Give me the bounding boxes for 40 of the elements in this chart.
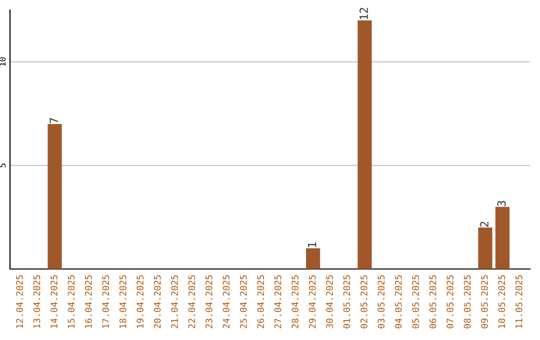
data-label: 1 — [308, 242, 316, 247]
bar — [478, 228, 492, 269]
x-tick-label: 18.04.2025 — [119, 275, 126, 328]
data-label: 3 — [497, 200, 506, 206]
x-tick-label: 01.05.2025 — [343, 275, 350, 328]
x-tick-label: 11.05.2025 — [515, 275, 522, 328]
x-tick-label: 03.05.2025 — [378, 275, 385, 328]
data-label: 7 — [50, 118, 58, 124]
x-tick-label: 09.05.2025 — [481, 275, 488, 328]
bar — [48, 124, 62, 269]
x-tick-label: 30.04.2025 — [326, 275, 333, 328]
x-tick-label: 20.04.2025 — [154, 275, 161, 328]
x-tick-label: 23.04.2025 — [206, 275, 212, 328]
x-tick-label: 12.04.2025 — [16, 275, 23, 328]
data-label: 12 — [360, 8, 368, 20]
x-tick-label: 19.04.2025 — [136, 275, 144, 328]
x-tick-label: 06.05.2025 — [429, 275, 436, 328]
x-tick-label: 21.04.2025 — [171, 275, 178, 328]
bar — [306, 248, 320, 269]
x-tick-label: 10.05.2025 — [498, 275, 506, 328]
x-tick-label: 04.05.2025 — [394, 275, 402, 328]
x-tick-label: 07.05.2025 — [446, 275, 454, 328]
x-tick-label: 02.05.2025 — [360, 275, 368, 328]
x-tick-label: 08.05.2025 — [464, 275, 471, 328]
x-tick-label: 14.04.2025 — [50, 275, 58, 328]
x-tick-label: 24.04.2025 — [222, 275, 230, 328]
x-tick-label: 22.04.2025 — [188, 275, 196, 328]
data-label: 2 — [480, 222, 488, 227]
x-tick-label: 17.04.2025 — [102, 275, 110, 328]
bar — [358, 20, 372, 269]
x-tick-label: 16.04.2025 — [85, 275, 92, 328]
x-tick-label: 28.04.2025 — [292, 275, 298, 328]
x-tick-label: 05.05.2025 — [412, 275, 419, 328]
x-tick-label: 27.04.2025 — [274, 275, 282, 328]
x-tick-label: 13.04.2025 — [33, 275, 40, 328]
x-tick-label: 15.04.2025 — [68, 275, 75, 328]
x-tick-label: 26.04.2025 — [257, 275, 264, 328]
bar — [495, 206, 510, 269]
x-tick-label: 25.04.2025 — [240, 275, 247, 328]
x-tick-label: 29.04.2025 — [308, 275, 316, 328]
